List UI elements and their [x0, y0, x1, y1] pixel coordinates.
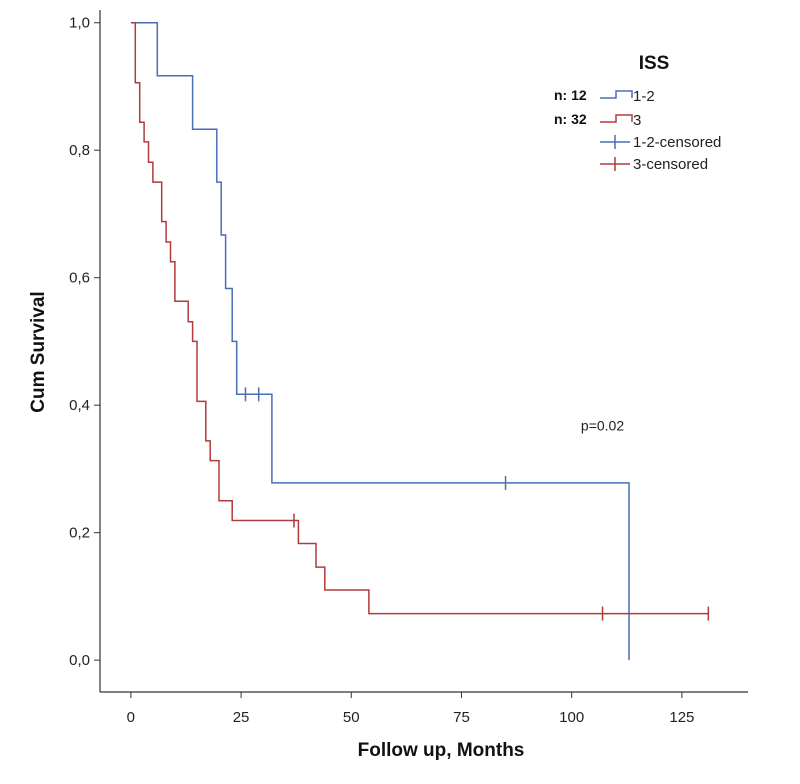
y-axis-title: Cum Survival [28, 291, 49, 412]
legend: ISS n: 12 1-2 n: 32 3 1-2-censored 3-cen… [554, 53, 721, 173]
survival-curve-1-2 [130, 21, 630, 661]
x-tick-label: 100 [559, 709, 584, 726]
legend-swatch-1-2 [600, 90, 633, 99]
series-layer [130, 21, 709, 661]
x-tick-label: 75 [453, 709, 470, 726]
legend-label-1-2-censored: 1-2-censored [633, 134, 721, 151]
legend-swatch-3-censored [600, 157, 630, 171]
y-tick-label: 1,0 [69, 15, 90, 32]
p-value-annotation: p=0.02 [581, 418, 624, 434]
y-tick-label: 0,8 [69, 142, 90, 159]
x-tick-label: 50 [343, 709, 360, 726]
legend-n-3: n: 32 [554, 111, 587, 127]
legend-label-3: 3 [633, 112, 641, 129]
legend-n-1-2: n: 12 [554, 87, 587, 103]
y-axis-ticks: 0,0 0,2 0,4 0,6 0,8 1,0 [69, 15, 100, 669]
y-tick-label: 0,4 [69, 397, 90, 414]
legend-label-3-censored: 3-censored [633, 156, 708, 173]
legend-title: ISS [639, 53, 670, 74]
survival-curve-3 [130, 21, 709, 615]
legend-label-1-2: 1-2 [633, 88, 655, 105]
censor-marks [244, 387, 710, 621]
x-axis-ticks: 0 25 50 75 100 125 [127, 692, 694, 726]
y-tick-label: 0,0 [69, 652, 90, 669]
x-tick-label: 125 [669, 709, 694, 726]
y-tick-label: 0,6 [69, 270, 90, 287]
x-axis-title: Follow up, Months [358, 740, 525, 761]
legend-swatch-1-2-censored [600, 135, 630, 149]
y-tick-label: 0,2 [69, 525, 90, 542]
x-tick-label: 25 [233, 709, 250, 726]
x-tick-label: 0 [127, 709, 135, 726]
legend-swatch-3 [600, 114, 633, 123]
